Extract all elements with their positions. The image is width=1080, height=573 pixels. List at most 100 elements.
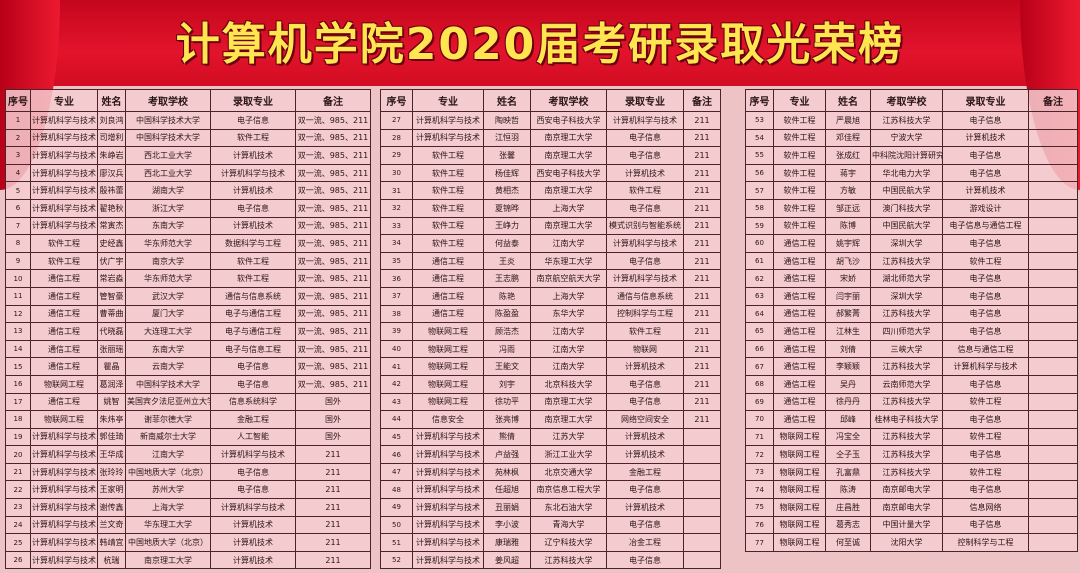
cell-admitted-school: 桂林电子科技大学 xyxy=(870,410,943,429)
cell-admitted-school: 南京理工大学 xyxy=(530,128,607,148)
cell-row-number: 6 xyxy=(5,198,31,218)
cell-major: 计算机科学与技术 xyxy=(412,111,484,130)
cell-student-name: 王峥力 xyxy=(483,216,531,236)
cell-row-number: 35 xyxy=(380,251,413,271)
table-row: 44 信息安全 张亮博 南京理工大学 网络空间安全 211 xyxy=(380,410,721,429)
cell-student-name: 吴丹 xyxy=(825,374,871,394)
table-row: 16 物联网工程 葛润泽 中国科学技术大学 电子信息 双一流、985、211 xyxy=(5,374,371,394)
table-row: 58 软件工程 邹正远 澳门科技大学 游戏设计 xyxy=(745,198,1078,218)
cell-major: 计算机科学与技术 xyxy=(412,128,484,148)
table-row: 25 计算机科学与技术 韩靖宜 中国地质大学（北京） 计算机技术 211 xyxy=(5,533,371,552)
cell-major: 物联网工程 xyxy=(412,392,484,412)
cell-admitted-program: 软件工程 xyxy=(210,251,296,271)
cell-admitted-program: 电子信息 xyxy=(942,322,1029,341)
cell-student-name: 廖汉兵 xyxy=(97,163,126,183)
cell-student-name: 曹蒂曲 xyxy=(97,304,126,324)
cell-admitted-program: 计算机技术 xyxy=(210,550,296,570)
cell-admitted-program: 电子信息 xyxy=(210,357,296,376)
cell-admitted-program: 软件工程 xyxy=(606,322,684,341)
table-row: 31 软件工程 黄相杰 南京理工大学 软件工程 211 xyxy=(380,181,721,200)
table-row: 59 软件工程 陈博 中国民航大学 电子信息与通信工程 xyxy=(745,216,1078,236)
table-row: 71 物联网工程 冯宝全 江苏科技大学 软件工程 xyxy=(745,427,1078,447)
table-row: 17 通信工程 姚智 美国宾夕法尼亚州立大学 信息系统科学 国外 xyxy=(5,392,371,412)
table-row: 1 计算机科学与技术 刘良鸿 中国科学技术大学 电子信息 双一流、985、211 xyxy=(5,111,371,130)
cell-admitted-school: 北京科技大学 xyxy=(530,374,607,394)
cell-admitted-program: 计算机技术 xyxy=(606,427,684,447)
cell-row-number: 3 xyxy=(5,146,31,165)
cell-major: 计算机科学与技术 xyxy=(412,533,484,552)
cell-admitted-school: 上海大学 xyxy=(125,498,211,517)
cell-admitted-school: 上海大学 xyxy=(530,198,607,218)
table-row: 38 通信工程 陈盈盈 东华大学 控制科学与工程 211 xyxy=(380,304,721,324)
column-header-major: 专业 xyxy=(30,89,98,112)
cell-student-name: 杨佳辉 xyxy=(483,163,531,183)
table-row: 33 软件工程 王峥力 南京理工大学 模式识别与智能系统 211 xyxy=(380,216,721,236)
cell-admitted-school: 辽宁科技大学 xyxy=(530,533,607,552)
cell-admitted-school: 华北电力大学 xyxy=(870,163,943,183)
cell-major: 软件工程 xyxy=(412,146,484,165)
cell-major: 通信工程 xyxy=(773,234,826,253)
cell-admitted-school: 澳门科技大学 xyxy=(870,198,943,218)
cell-row-number: 15 xyxy=(5,357,31,376)
cell-student-name: 任超旭 xyxy=(483,480,531,500)
cell-admitted-school: 中国地质大学（北京） xyxy=(125,533,211,552)
cell-note: 211 xyxy=(683,128,721,148)
table-row: 10 通信工程 常岩淼 华东师范大学 软件工程 双一流、985、211 xyxy=(5,269,371,288)
cell-student-name: 陈艳 xyxy=(483,286,531,306)
table-row: 73 物联网工程 孔富鼎 江苏科技大学 软件工程 xyxy=(745,462,1078,482)
cell-major: 软件工程 xyxy=(773,163,826,183)
cell-row-number: 10 xyxy=(5,269,31,288)
cell-row-number: 34 xyxy=(380,234,413,253)
table-row: 35 通信工程 王炎 华东理工大学 电子信息 211 xyxy=(380,251,721,271)
cell-major: 通信工程 xyxy=(30,304,98,324)
cell-admitted-school: 中国民航大学 xyxy=(870,216,943,236)
table-row: 63 通信工程 闫宇丽 深圳大学 电子信息 xyxy=(745,286,1078,306)
cell-note: 双一流、985、211 xyxy=(295,357,371,376)
cell-student-name: 郝繁菁 xyxy=(825,304,871,324)
table-row: 2 计算机科学与技术 司增利 中国科学技术大学 软件工程 双一流、985、211 xyxy=(5,128,371,148)
cell-admitted-school: 华东理工大学 xyxy=(530,251,607,271)
table-row: 66 通信工程 刘倩 三峡大学 信息与通信工程 xyxy=(745,339,1078,359)
cell-row-number: 40 xyxy=(380,339,413,359)
cell-note xyxy=(1028,146,1078,165)
cell-major: 软件工程 xyxy=(773,146,826,165)
cell-major: 通信工程 xyxy=(30,392,98,412)
table-row: 13 通信工程 代晓磊 大连理工大学 电子与通信工程 双一流、985、211 xyxy=(5,322,371,341)
cell-row-number: 62 xyxy=(745,269,774,288)
cell-major: 计算机科学与技术 xyxy=(412,480,484,500)
cell-row-number: 43 xyxy=(380,392,413,412)
cell-admitted-program: 计算机技术 xyxy=(942,181,1029,200)
cell-note xyxy=(1028,234,1078,253)
header-row: 序号 专业 姓名 考取学校 录取专业 备注 xyxy=(745,89,1078,112)
cell-admitted-program: 计算机科学与技术 xyxy=(210,498,296,517)
table-row: 52 计算机科学与技术 姜风超 江苏科技大学 电子信息 xyxy=(380,550,721,570)
cell-row-number: 61 xyxy=(745,251,774,271)
cell-note xyxy=(683,445,721,464)
cell-admitted-program: 计算机科学与技术 xyxy=(606,269,684,288)
cell-row-number: 44 xyxy=(380,410,413,429)
cell-student-name: 常岩淼 xyxy=(97,269,126,288)
table-row: 11 通信工程 管智豪 武汉大学 通信与信息系统 双一流、985、211 xyxy=(5,286,371,306)
cell-row-number: 67 xyxy=(745,357,774,376)
cell-admitted-school: 中国科学技术大学 xyxy=(125,128,211,148)
cell-admitted-program: 软件工程 xyxy=(606,181,684,200)
cell-admitted-program: 计算机技术 xyxy=(210,533,296,552)
cell-row-number: 29 xyxy=(380,146,413,165)
cell-note xyxy=(1028,410,1078,429)
cell-note xyxy=(1028,181,1078,200)
cell-row-number: 32 xyxy=(380,198,413,218)
cell-major: 计算机科学与技术 xyxy=(30,480,98,500)
cell-student-name: 陈博 xyxy=(825,216,871,236)
cell-row-number: 1 xyxy=(5,111,31,130)
cell-row-number: 63 xyxy=(745,286,774,306)
cell-student-name: 丑丽娟 xyxy=(483,498,531,517)
cell-admitted-program: 计算机技术 xyxy=(210,216,296,236)
cell-student-name: 李颖颖 xyxy=(825,357,871,376)
cell-admitted-program: 电子与通信工程 xyxy=(210,322,296,341)
cell-note xyxy=(1028,304,1078,324)
cell-note xyxy=(1028,392,1078,412)
cell-row-number: 72 xyxy=(745,445,774,464)
cell-major: 软件工程 xyxy=(412,198,484,218)
cell-student-name: 张玲玲 xyxy=(97,462,126,482)
table-row: 47 计算机科学与技术 苑林枫 北京交通大学 金融工程 xyxy=(380,462,721,482)
